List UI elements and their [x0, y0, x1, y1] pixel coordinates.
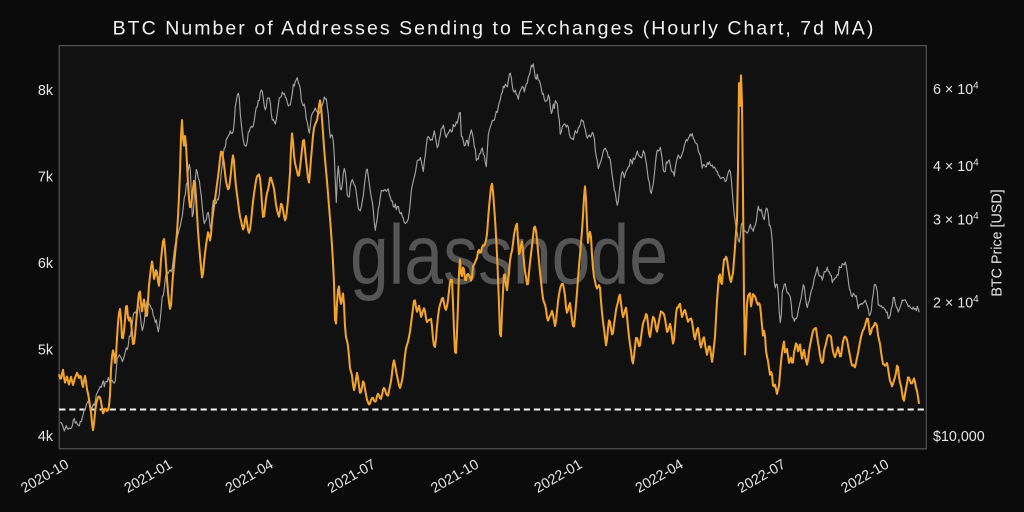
svg-text:$10,000: $10,000 [933, 429, 985, 445]
svg-text:4k: 4k [38, 429, 54, 445]
svg-text:8k: 8k [38, 83, 54, 99]
svg-text:6k: 6k [38, 256, 54, 272]
svg-text:7k: 7k [38, 170, 54, 186]
svg-text:4 × 104: 4 × 104 [933, 158, 979, 176]
svg-text:5k: 5k [38, 343, 54, 359]
svg-text:3 × 104: 3 × 104 [933, 211, 979, 229]
svg-text:2 × 104: 2 × 104 [933, 294, 979, 312]
svg-text:glassnode: glassnode [350, 208, 668, 302]
svg-text:BTC Price [USD]: BTC Price [USD] [990, 189, 1006, 296]
svg-text:6 × 104: 6 × 104 [933, 81, 979, 99]
svg-text:BTC Number of Addresses Sendin: BTC Number of Addresses Sending to Excha… [113, 17, 876, 39]
